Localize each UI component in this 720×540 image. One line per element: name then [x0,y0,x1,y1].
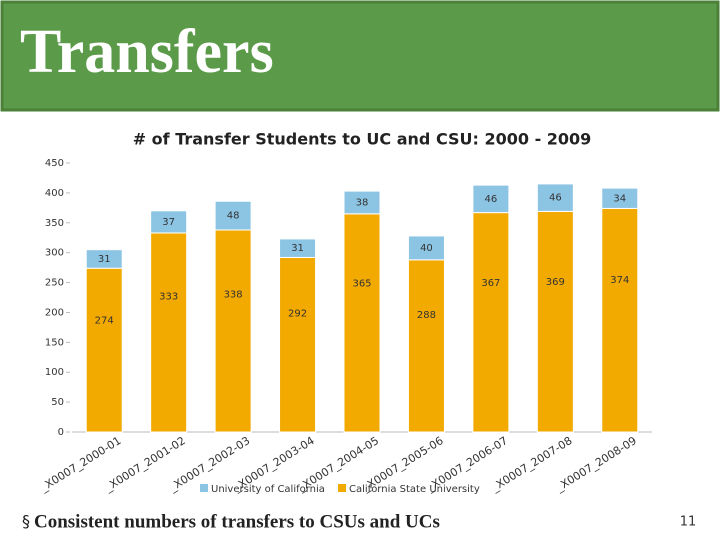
data-label: 288 [417,310,436,321]
y-tick-label: 200 [45,307,64,318]
bar-segment [85,249,123,269]
bar-segment [601,187,639,209]
data-label: 46 [549,193,562,204]
bar-segment [407,259,445,433]
legend-label: University of California [211,484,325,495]
data-label: 34 [613,193,626,204]
data-label: 338 [224,290,243,301]
bar-segment [279,256,317,433]
bar-segment [279,238,317,258]
chart-title: # of Transfer Students to UC and CSU: 20… [133,130,592,149]
bar-segment [150,232,188,433]
y-tick-label: 50 [51,397,64,408]
data-label: 367 [481,278,500,289]
data-label: 333 [159,292,178,303]
bar-segment [343,190,381,215]
y-tick-label: 450 [45,158,64,169]
data-label: 369 [546,277,565,288]
page-number: 11 [680,515,697,530]
slide-title: Transfers [20,18,274,86]
y-tick-label: 100 [45,367,64,378]
y-tick-label: 300 [45,248,64,259]
bar-segment [472,184,510,214]
bar-segment [214,229,252,433]
plot: 05010015020025030035040045027431_X0007_2… [37,158,652,495]
data-label: 31 [291,243,304,254]
data-label: 274 [95,316,114,327]
bar-segment [536,210,574,433]
bullet-text: Consistent numbers of transfers to CSUs … [34,511,440,532]
title-banner [0,0,720,112]
y-tick-label: 250 [45,278,64,289]
bar-segment [150,210,188,234]
data-label: 365 [352,279,371,290]
bar-segment [214,200,252,231]
y-tick-label: 0 [58,427,64,438]
data-label: 374 [610,275,629,286]
data-label: 31 [98,254,111,265]
data-label: 38 [356,197,369,208]
bar-segment [536,183,574,212]
y-tick-label: 150 [45,337,64,348]
y-tick-label: 350 [45,218,64,229]
data-label: 37 [162,217,175,228]
bar-segment [343,213,381,433]
data-label: 46 [485,194,498,205]
legend-swatch [200,484,208,492]
legend-swatch [338,484,346,492]
data-label: 40 [420,243,433,254]
y-tick-label: 400 [45,188,64,199]
bar-segment [472,212,510,433]
bar-segment [85,267,123,433]
bar-segment [601,207,639,433]
data-label: 292 [288,308,307,319]
data-label: 48 [227,211,240,222]
legend-label: California State University [349,484,480,495]
bullet-marker: § [22,512,30,531]
bar-segment [407,235,445,261]
